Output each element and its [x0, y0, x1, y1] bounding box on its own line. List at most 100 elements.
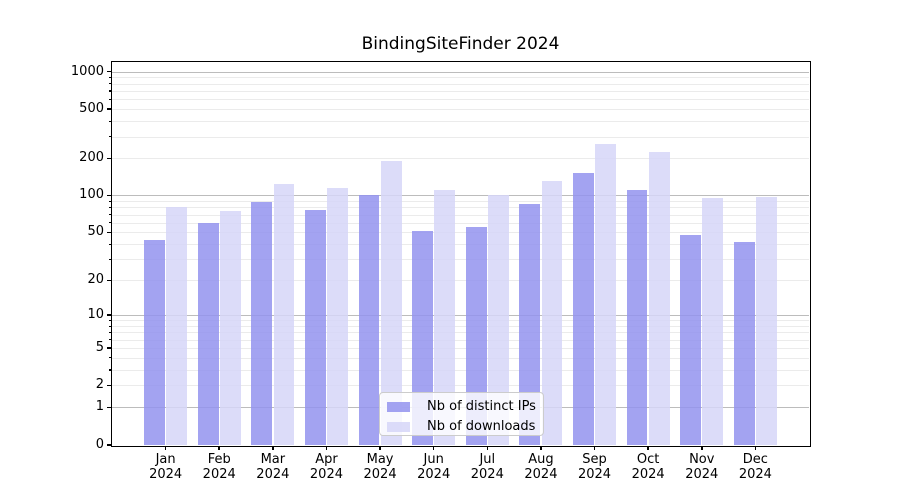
y-minor-tick-mark — [108, 214, 111, 216]
bar-distinct-ips — [573, 173, 594, 445]
y-minor-tick-mark — [108, 331, 111, 334]
x-tick-mark — [647, 446, 649, 451]
x-tick-label: Aug 2024 — [524, 452, 558, 482]
minor-gridline — [112, 326, 809, 328]
y-tick-label: 500 — [79, 101, 104, 116]
minor-gridline — [112, 83, 809, 85]
y-tick-mark — [107, 314, 111, 317]
y-tick-mark — [107, 279, 111, 282]
y-minor-tick-mark — [108, 98, 111, 100]
bar-downloads — [756, 196, 777, 445]
x-tick-mark — [272, 446, 274, 451]
y-minor-tick-mark — [108, 90, 111, 92]
y-minor-tick-mark — [108, 357, 111, 359]
x-tick-label: Apr 2024 — [309, 452, 343, 482]
minor-gridline — [112, 339, 809, 341]
y-minor-tick-mark — [108, 369, 111, 371]
bar-distinct-ips — [197, 222, 219, 445]
bar-distinct-ips — [358, 195, 380, 445]
x-tick-mark — [325, 446, 328, 451]
x-tick-label: Jan 2024 — [149, 452, 183, 482]
y-tick-label: 0 — [95, 436, 104, 452]
minor-gridline — [112, 320, 809, 322]
bar-downloads — [380, 161, 402, 445]
y-minor-tick-mark — [108, 120, 111, 122]
y-minor-tick-mark — [108, 76, 111, 78]
x-tick-mark — [700, 446, 703, 451]
y-tick-mark — [107, 157, 111, 160]
legend-item: Nb of downloads — [380, 417, 543, 436]
bar-distinct-ips — [144, 240, 165, 445]
minor-gridline — [112, 201, 809, 203]
y-tick-mark — [107, 443, 111, 446]
minor-gridline — [112, 109, 809, 110]
bar-downloads — [219, 210, 241, 445]
x-tick-label: Dec 2024 — [738, 452, 772, 482]
minor-gridline — [112, 90, 809, 92]
x-tick-mark — [218, 446, 221, 451]
minor-gridline — [112, 244, 809, 246]
x-tick-label: Oct 2024 — [631, 452, 665, 482]
x-tick-mark — [379, 446, 381, 451]
minor-gridline — [112, 385, 809, 387]
chart-legend: Nb of distinct IPs Nb of downloads — [379, 392, 544, 436]
minor-gridline — [112, 158, 809, 160]
minor-gridline — [112, 214, 809, 216]
y-tick-label: 20 — [87, 272, 104, 288]
y-tick-label: 1 — [95, 399, 104, 415]
minor-gridline — [112, 232, 809, 234]
bar-downloads — [327, 188, 348, 445]
x-tick-label: Mar 2024 — [256, 452, 290, 482]
legend-label: Nb of downloads — [427, 419, 536, 434]
y-tick-label: 5 — [95, 339, 104, 355]
y-tick-label: 100 — [79, 187, 104, 203]
y-tick-mark — [107, 70, 111, 73]
y-minor-tick-mark — [108, 319, 111, 322]
minor-gridline — [112, 347, 809, 349]
x-tick-label: Jul 2024 — [470, 452, 504, 482]
y-tick-label: 50 — [87, 224, 104, 240]
x-tick-mark — [486, 446, 489, 451]
bar-distinct-ips — [304, 210, 326, 445]
y-tick-mark — [107, 194, 111, 197]
bar-downloads — [648, 151, 670, 445]
bar-distinct-ips — [465, 227, 487, 445]
legend-swatch-downloads — [387, 421, 410, 432]
bar-distinct-ips — [626, 190, 648, 445]
y-tick-label: 2 — [95, 377, 104, 393]
minor-gridline — [112, 99, 809, 101]
y-minor-tick-mark — [108, 243, 111, 245]
y-tick-mark — [107, 347, 111, 349]
minor-gridline — [112, 259, 809, 261]
bar-distinct-ips — [412, 231, 433, 445]
x-tick-label: Nov 2024 — [685, 452, 719, 482]
bar-downloads — [273, 183, 295, 445]
y-minor-tick-mark — [108, 258, 111, 260]
x-tick-label: Feb 2024 — [202, 452, 236, 482]
y-minor-tick-mark — [108, 206, 111, 209]
bar-downloads — [166, 207, 188, 445]
bar-distinct-ips — [251, 201, 273, 445]
major-gridline — [112, 71, 809, 73]
bar-downloads — [434, 190, 456, 445]
y-minor-tick-mark — [108, 339, 111, 341]
minor-gridline — [112, 77, 809, 79]
chart-title: BindingSiteFinder 2024 — [361, 34, 560, 54]
minor-gridline — [112, 121, 809, 123]
legend-label: Nb of distinct IPs — [427, 399, 536, 414]
legend-item: Nb of distinct IPs — [380, 397, 543, 416]
y-tick-mark — [107, 231, 111, 234]
y-minor-tick-mark — [108, 200, 111, 202]
y-tick-mark — [107, 406, 111, 409]
y-tick-mark — [107, 108, 111, 110]
minor-gridline — [112, 222, 809, 224]
y-minor-tick-mark — [108, 83, 111, 85]
y-tick-label: 10 — [87, 307, 104, 323]
x-tick-mark — [593, 446, 596, 451]
x-tick-label: Jun 2024 — [417, 452, 451, 482]
y-minor-tick-mark — [108, 325, 111, 327]
major-gridline — [112, 195, 809, 197]
y-minor-tick-mark — [108, 136, 111, 138]
minor-gridline — [112, 280, 809, 282]
x-tick-label: Sep 2024 — [577, 452, 612, 482]
